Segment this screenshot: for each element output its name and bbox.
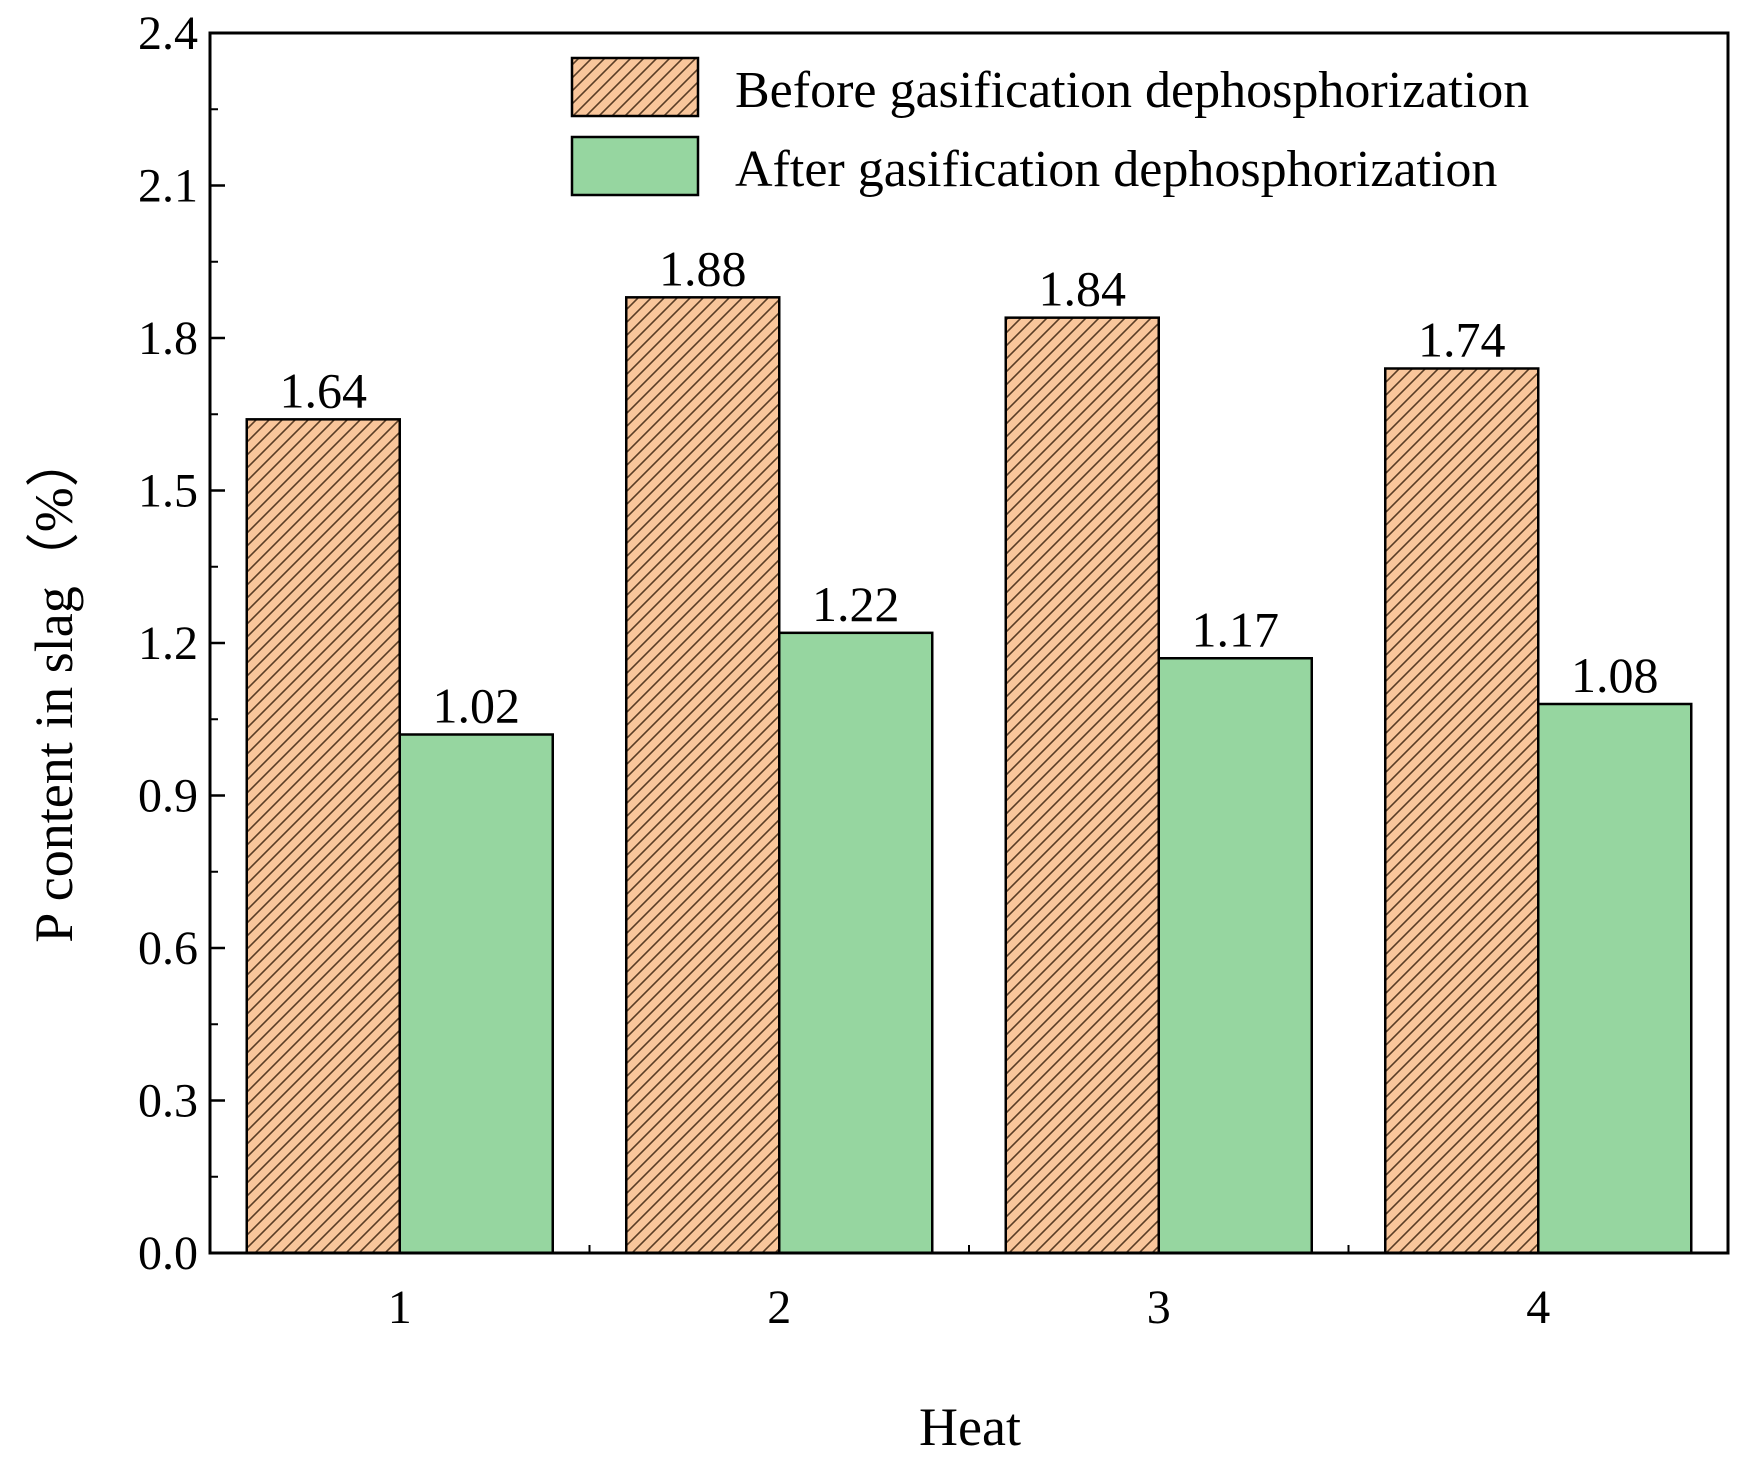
data-label-before-heat-1: 1.64 — [280, 362, 368, 418]
bar-after-heat-3 — [1157, 657, 1313, 1255]
legend-swatch-after — [570, 135, 700, 197]
y-tick-label: 1.2 — [138, 617, 198, 670]
bar-before-heat-3 — [1004, 316, 1160, 1255]
bar-after-heat-2 — [778, 631, 934, 1255]
x-tick-label: 4 — [1526, 1281, 1550, 1334]
data-label-before-heat-4: 1.74 — [1418, 312, 1506, 368]
data-label-after-heat-3: 1.17 — [1192, 601, 1280, 657]
legend-label-before: Before gasification dephosphorization — [735, 62, 1529, 119]
y-tick-label: 1.5 — [138, 465, 198, 518]
y-tick-label: 2.4 — [138, 7, 198, 60]
y-tick-label: 1.8 — [138, 312, 198, 365]
data-label-after-heat-2: 1.22 — [812, 576, 900, 632]
y-tick-label: 2.1 — [138, 160, 198, 213]
data-label-before-heat-3: 1.84 — [1039, 261, 1127, 317]
x-tick-label: 3 — [1147, 1281, 1171, 1334]
bar-before-heat-2 — [625, 296, 781, 1255]
data-label-after-heat-4: 1.08 — [1571, 647, 1659, 703]
bars-layer — [245, 296, 1693, 1255]
data-label-before-heat-2: 1.88 — [659, 240, 747, 296]
y-tick-label: 0.9 — [138, 770, 198, 823]
legend-label-after: After gasification dephosphorization — [735, 141, 1497, 198]
x-axis: 1 2 3 4 — [388, 1238, 1550, 1334]
bar-after-heat-4 — [1537, 702, 1693, 1255]
x-axis-title: Heat — [919, 1397, 1021, 1457]
x-tick-label: 2 — [767, 1281, 791, 1334]
x-tick-label: 1 — [388, 1281, 412, 1334]
y-axis-title: P content in slag（%） — [24, 433, 84, 942]
y-axis: 0.0 0.3 0.6 0.9 1.2 1.5 1.8 2.1 2.4 — [138, 7, 225, 1280]
bar-before-heat-1 — [245, 418, 401, 1255]
data-labels-layer: 1.64 1.02 1.88 1.22 1.84 1.17 1.74 1.08 — [280, 240, 1659, 733]
legend: Before gasification dephosphorization Af… — [570, 56, 1529, 198]
y-tick-label: 0.3 — [138, 1075, 198, 1128]
data-label-after-heat-1: 1.02 — [433, 678, 521, 734]
y-tick-label: 0.0 — [138, 1227, 198, 1280]
legend-swatch-before — [570, 56, 700, 118]
bar-before-heat-4 — [1384, 367, 1540, 1255]
bar-after-heat-1 — [398, 733, 554, 1255]
y-tick-label: 0.6 — [138, 922, 198, 975]
